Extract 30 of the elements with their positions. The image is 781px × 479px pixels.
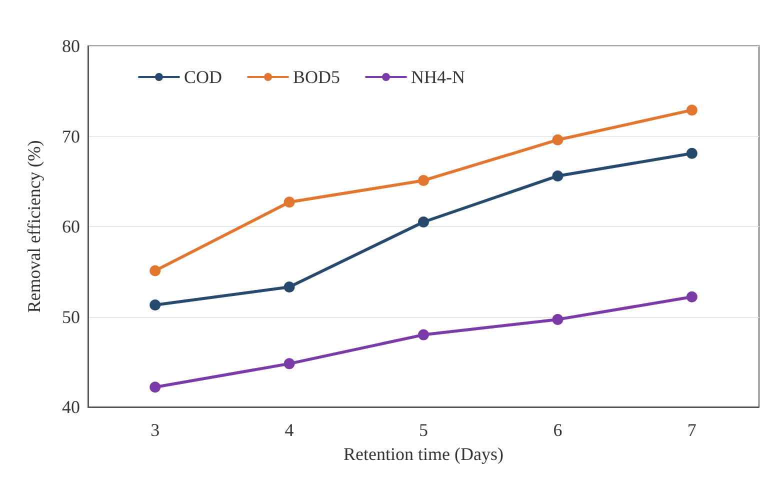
y-tick-label: 80	[62, 36, 80, 56]
y-tick-label: 40	[62, 397, 80, 417]
y-tick-label: 70	[62, 126, 80, 146]
point	[418, 329, 429, 340]
legend-label: COD	[184, 67, 222, 87]
x-tick-label: 3	[150, 420, 160, 440]
point	[284, 196, 295, 208]
x-tick-label: 5	[419, 420, 428, 440]
point	[552, 134, 564, 146]
x-tick-label: 6	[553, 420, 562, 440]
point	[686, 291, 698, 302]
point	[686, 148, 698, 159]
point	[150, 265, 161, 276]
y-axis-title: Removal efficiency (%)	[24, 140, 44, 313]
point	[150, 382, 161, 393]
y-tick-label: 50	[62, 306, 80, 327]
point	[418, 216, 429, 228]
x-axis-title: Retention time (Days)	[344, 444, 504, 464]
legend-label: BOD5	[293, 67, 340, 87]
x-tick-label: 7	[687, 420, 696, 440]
point	[284, 281, 295, 292]
point	[552, 170, 564, 182]
point	[418, 174, 429, 186]
y-tick-label: 60	[62, 216, 80, 236]
point	[150, 300, 161, 311]
point	[284, 358, 295, 370]
point	[686, 104, 698, 116]
point	[552, 314, 564, 325]
x-tick-label: 4	[284, 420, 294, 440]
legend-label: NH4-N	[411, 67, 466, 87]
